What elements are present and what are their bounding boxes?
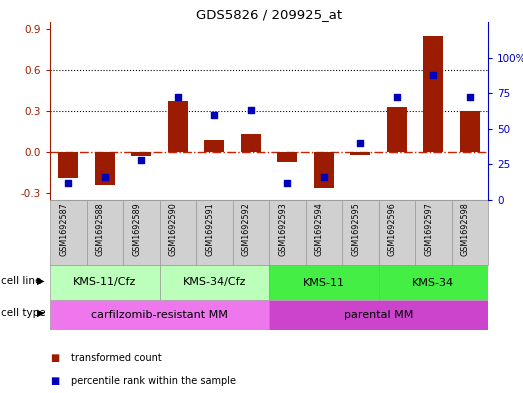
- Text: GSM1692591: GSM1692591: [205, 202, 214, 256]
- Text: cell line: cell line: [1, 275, 41, 286]
- Bar: [269, 300, 488, 330]
- Bar: [269, 265, 379, 300]
- Text: GSM1692589: GSM1692589: [132, 202, 141, 256]
- Text: GSM1692592: GSM1692592: [242, 202, 251, 256]
- Bar: [379, 200, 415, 265]
- Text: GSM1692588: GSM1692588: [96, 202, 105, 255]
- Bar: [386, 107, 407, 152]
- Bar: [451, 200, 488, 265]
- Text: GSM1692594: GSM1692594: [315, 202, 324, 256]
- Bar: [58, 152, 78, 178]
- Point: [283, 180, 291, 186]
- Text: parental MM: parental MM: [344, 310, 413, 320]
- Text: GSM1692598: GSM1692598: [461, 202, 470, 256]
- Point: [356, 140, 365, 146]
- Bar: [269, 200, 305, 265]
- Point: [210, 112, 219, 118]
- Bar: [314, 152, 334, 188]
- Text: transformed count: transformed count: [71, 353, 162, 362]
- Bar: [342, 200, 379, 265]
- Text: ■: ■: [50, 376, 59, 386]
- Text: KMS-11: KMS-11: [303, 277, 345, 288]
- Text: carfilzomib-resistant MM: carfilzomib-resistant MM: [91, 310, 228, 320]
- Bar: [233, 200, 269, 265]
- Point: [137, 157, 145, 163]
- Point: [393, 94, 401, 101]
- Text: ▶: ▶: [37, 275, 44, 286]
- Text: GSM1692595: GSM1692595: [351, 202, 360, 256]
- Bar: [460, 111, 480, 152]
- Text: ▶: ▶: [37, 308, 44, 318]
- Point: [320, 174, 328, 180]
- Bar: [305, 200, 342, 265]
- Bar: [350, 152, 370, 155]
- Bar: [277, 152, 297, 162]
- Bar: [50, 200, 86, 265]
- Bar: [196, 200, 233, 265]
- Point: [64, 180, 72, 186]
- Point: [465, 94, 474, 101]
- Bar: [50, 265, 160, 300]
- Bar: [241, 134, 261, 152]
- Bar: [423, 36, 444, 152]
- Bar: [160, 200, 196, 265]
- Text: GSM1692597: GSM1692597: [424, 202, 433, 256]
- Bar: [160, 265, 269, 300]
- Text: GSM1692590: GSM1692590: [169, 202, 178, 256]
- Text: KMS-34/Cfz: KMS-34/Cfz: [183, 277, 246, 288]
- Bar: [123, 200, 160, 265]
- Point: [174, 94, 182, 101]
- Text: cell type: cell type: [1, 308, 46, 318]
- Bar: [168, 101, 188, 152]
- Text: ■: ■: [50, 353, 59, 362]
- Bar: [86, 200, 123, 265]
- Text: KMS-11/Cfz: KMS-11/Cfz: [73, 277, 137, 288]
- Bar: [379, 265, 488, 300]
- Point: [246, 107, 255, 114]
- Bar: [204, 140, 224, 152]
- Bar: [50, 300, 269, 330]
- Point: [429, 72, 437, 78]
- Bar: [131, 152, 151, 156]
- Text: GSM1692593: GSM1692593: [278, 202, 287, 256]
- Bar: [95, 152, 115, 185]
- Point: [100, 174, 109, 180]
- Text: KMS-34: KMS-34: [412, 277, 454, 288]
- Title: GDS5826 / 209925_at: GDS5826 / 209925_at: [196, 8, 342, 21]
- Text: GSM1692587: GSM1692587: [59, 202, 68, 256]
- Bar: [415, 200, 451, 265]
- Text: percentile rank within the sample: percentile rank within the sample: [71, 376, 236, 386]
- Text: GSM1692596: GSM1692596: [388, 202, 397, 256]
